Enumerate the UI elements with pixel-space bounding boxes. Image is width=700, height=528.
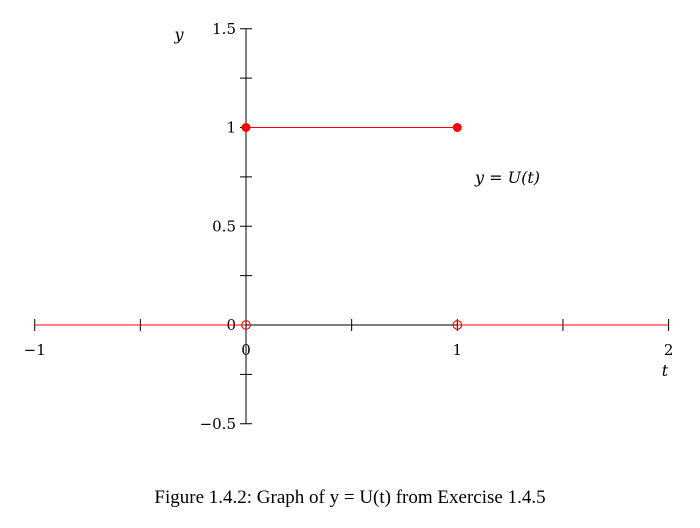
y-axis-label: y — [173, 25, 184, 44]
axes: −1 0 1 2−0.500.511.5 — [24, 20, 674, 433]
marks — [34, 123, 669, 330]
y-tick-label: 0.5 — [212, 217, 236, 235]
x-axis-label: t — [662, 361, 669, 380]
x-tick-label: −1 — [24, 341, 46, 359]
filled-point — [452, 123, 462, 132]
y-tick-label: 1.5 — [212, 20, 236, 38]
x-tick-label: 0 — [241, 341, 251, 359]
y-tick-label: −0.5 — [200, 415, 236, 433]
annotation: y = U(t) — [474, 168, 540, 187]
open-point — [241, 320, 251, 330]
open-point — [452, 320, 463, 330]
y-tick-label: 1 — [226, 119, 236, 137]
filled-point — [241, 123, 251, 132]
figure-caption: Figure 1.4.2: Graph of y = U(t) from Exe… — [154, 487, 545, 508]
x-tick-label: 1 — [453, 341, 463, 359]
x-tick-label: 2 — [664, 341, 674, 359]
